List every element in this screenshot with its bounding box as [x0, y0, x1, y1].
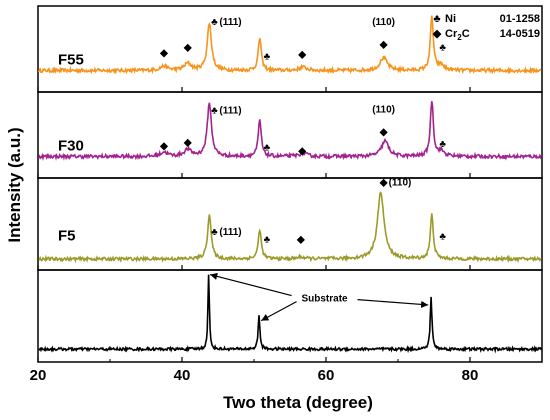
cr2c-legend-symbol: ◆	[432, 28, 442, 40]
legend-card-number: 01-1258	[500, 13, 540, 25]
legend-label-rest: C	[462, 28, 470, 40]
cr2c-marker: ◆	[159, 48, 168, 59]
plot-area: F55 ◆ ◆♣ (111)♣ ◆◆(110)♣F30 ◆ ◆♣ (111)♣ ◆◆(110)♣…	[30, 5, 543, 384]
miller-index-label: (111)	[219, 227, 241, 238]
cr2c-marker: ◆	[297, 50, 306, 61]
sample-label: F30	[58, 137, 84, 154]
legend-card-number: 14-0519	[500, 28, 540, 40]
substrate-arrow	[209, 272, 292, 297]
panel-frame	[37, 91, 543, 179]
y-axis-title: Intensity (a.u.)	[5, 127, 24, 242]
cr2c-marker: ◆	[379, 177, 388, 188]
substrate-label: Substrate	[301, 294, 348, 305]
x-tick-label: 40	[174, 367, 191, 384]
panel-frame	[37, 177, 543, 271]
cr2c-marker: ◆	[183, 137, 192, 148]
spectrum-line	[37, 101, 543, 162]
ni-marker: ♣	[264, 234, 271, 245]
sample-label: F5	[58, 228, 76, 245]
miller-index-label: (110)	[389, 177, 412, 188]
cr2c-marker: ◆	[159, 141, 168, 152]
substrate-arrow	[357, 299, 429, 309]
miller-index-label: (111)	[219, 17, 241, 28]
miller-index-label: (110)	[372, 105, 395, 116]
ni-marker: ♣	[211, 227, 218, 238]
ni-marker: ♣	[439, 43, 446, 54]
ni-marker: ♣	[264, 51, 271, 62]
legend-label-main: Ni	[445, 13, 456, 25]
ni-marker: ♣	[439, 232, 446, 243]
x-tick-label: 80	[462, 367, 479, 384]
cr2c-marker: ◆	[379, 127, 388, 138]
spectrum-line	[38, 191, 542, 264]
ni-marker: ♣	[439, 139, 446, 150]
cr2c-marker: ◆	[296, 234, 305, 245]
ni-marker: ♣	[211, 106, 218, 117]
legend-label-main: Cr	[445, 28, 458, 40]
x-tick-label: 60	[318, 367, 335, 384]
cr2c-marker: ◆	[379, 39, 388, 50]
panel-frame	[37, 269, 543, 363]
legend-label: Ni	[445, 13, 456, 25]
spectrum-line	[37, 15, 542, 75]
miller-index-label: (110)	[372, 17, 395, 28]
x-axis-title: Two theta (degree)	[223, 393, 373, 412]
panel-frame	[37, 5, 543, 93]
miller-index-label: (111)	[219, 106, 241, 117]
ni-legend-symbol: ♣	[433, 13, 440, 25]
ni-marker: ♣	[211, 17, 218, 28]
cr2c-marker: ◆	[183, 43, 192, 54]
sample-label: F55	[58, 51, 84, 68]
ni-marker: ♣	[264, 142, 271, 153]
cr2c-marker: ◆	[297, 146, 306, 157]
legend-label-subscript: 2	[457, 33, 462, 42]
spectrum-line	[38, 274, 543, 354]
x-tick-label: 20	[30, 367, 47, 384]
substrate-arrow	[260, 301, 297, 322]
legend-label: Cr2C	[445, 28, 470, 42]
